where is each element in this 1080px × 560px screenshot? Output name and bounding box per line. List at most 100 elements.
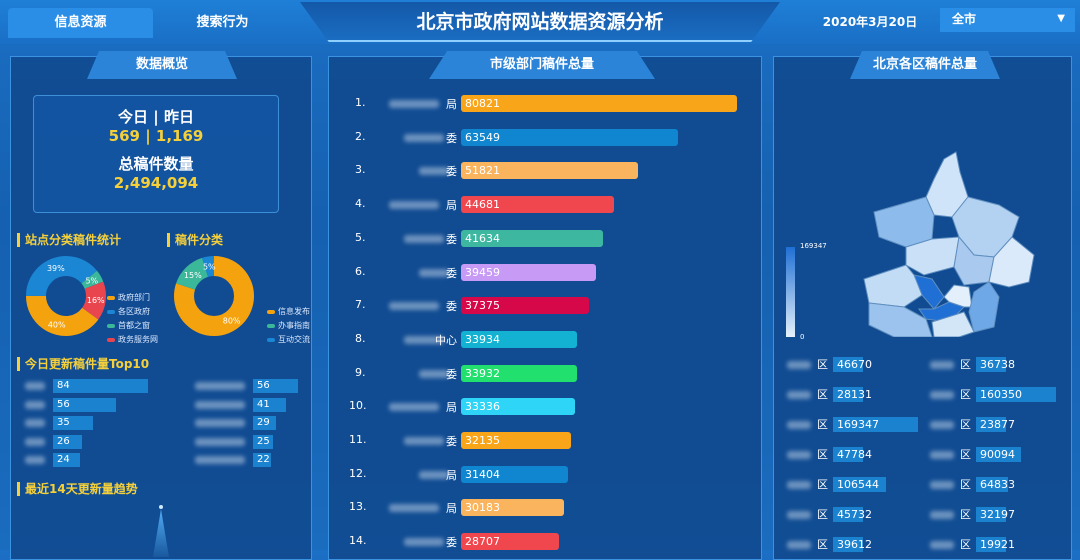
top10-name-blurred bbox=[25, 437, 45, 446]
district-suffix: 区 bbox=[960, 418, 971, 431]
legend-swatch bbox=[267, 337, 275, 342]
top10-bar: 56 bbox=[53, 397, 117, 412]
district-bar: 28131 bbox=[833, 387, 872, 402]
doc-category-legend: 信息发布 办事指南 互动交流 bbox=[267, 305, 310, 347]
legend-label: 政务服务网 bbox=[118, 335, 158, 344]
department-bar: 30183 bbox=[461, 499, 565, 517]
department-name-blurred bbox=[419, 369, 449, 378]
rank-number: 8. bbox=[355, 331, 366, 345]
district-suffix: 区 bbox=[817, 418, 828, 431]
doc-category-donut: 80% 15%5% bbox=[174, 256, 254, 336]
department-bar: 33336 bbox=[461, 398, 575, 416]
slice-label: 80% bbox=[223, 316, 241, 325]
slice-label: 5% bbox=[203, 262, 216, 271]
district-bar: 64833 bbox=[976, 477, 1015, 492]
district-name-blurred bbox=[787, 421, 811, 429]
district-bar: 106544 bbox=[833, 477, 887, 492]
district-name-blurred bbox=[930, 391, 954, 399]
legend-item: 互动交流 bbox=[267, 333, 310, 347]
tab-search-behavior[interactable]: 搜索行为 bbox=[196, 15, 249, 30]
department-name-suffix: 委 bbox=[446, 131, 457, 145]
map-district bbox=[968, 281, 1000, 333]
department-name-suffix: 中心 bbox=[435, 333, 457, 347]
department-name-suffix: 委 bbox=[446, 300, 457, 314]
district-bar: 39612 bbox=[833, 537, 872, 552]
district-suffix: 区 bbox=[817, 358, 828, 371]
today-yesterday-label: 今日 | 昨日 bbox=[118, 108, 194, 126]
department-name-blurred bbox=[389, 302, 439, 311]
department-name-blurred bbox=[389, 504, 439, 513]
slice-label: 40% bbox=[48, 321, 66, 330]
trend-point bbox=[159, 505, 163, 509]
color-scale-max: 169347 bbox=[800, 242, 827, 250]
district-suffix: 区 bbox=[817, 478, 828, 491]
legend-label: 首都之窗 bbox=[118, 321, 150, 330]
tab-info-resources[interactable]: 信息资源 bbox=[8, 8, 153, 38]
chevron-down-icon: ▼ bbox=[1057, 13, 1065, 24]
legend-label: 政府部门 bbox=[118, 293, 150, 302]
region-select[interactable]: 全市 ▼ bbox=[940, 8, 1075, 32]
map-district bbox=[931, 311, 975, 337]
district-suffix: 区 bbox=[960, 508, 971, 521]
department-name-suffix: 委 bbox=[446, 266, 457, 280]
legend-item: 信息发布 bbox=[267, 305, 310, 319]
departments-bar-chart: 1. 局 80821 2. 委 63549 3. 委 51821 4. 局 44681 5. 委 41634… bbox=[329, 57, 763, 557]
legend-item: 首都之窗 bbox=[107, 319, 158, 333]
department-name-blurred bbox=[419, 470, 449, 479]
department-bar: 28707 bbox=[461, 533, 560, 551]
legend-label: 各区政府 bbox=[118, 307, 150, 316]
district-name-blurred bbox=[787, 541, 811, 549]
department-name-blurred bbox=[404, 335, 444, 344]
top10-list: 84 56 35 26 24 56 41 29 25 22 bbox=[11, 379, 313, 479]
department-name-suffix: 局 bbox=[446, 401, 457, 415]
rank-number: 9. bbox=[355, 365, 366, 379]
donut-slice bbox=[174, 256, 254, 336]
district-suffix: 区 bbox=[960, 478, 971, 491]
departments-title: 市级部门稿件总量 bbox=[429, 51, 655, 79]
legend-swatch bbox=[267, 309, 275, 314]
district-bar: 47784 bbox=[833, 447, 872, 462]
department-name-suffix: 局 bbox=[446, 199, 457, 213]
district-name-blurred bbox=[787, 511, 811, 519]
department-bar: 32135 bbox=[461, 432, 571, 449]
trend-title: 最近14天更新量趋势 bbox=[17, 482, 138, 496]
top10-name-blurred bbox=[195, 382, 245, 390]
top10-name-blurred bbox=[195, 437, 245, 446]
top10-name-blurred bbox=[195, 400, 245, 409]
rank-number: 14. bbox=[349, 534, 367, 548]
district-bar: 32197 bbox=[976, 507, 1015, 522]
top10-bar: 41 bbox=[253, 397, 286, 412]
districts-panel: 北京各区稿件总量 169347 0 区 46670 区 28131 区 169347 区 47… bbox=[773, 51, 1072, 560]
department-name-blurred bbox=[389, 100, 439, 108]
district-suffix: 区 bbox=[960, 538, 971, 551]
district-bar: 169347 bbox=[833, 417, 918, 432]
top10-bar: 22 bbox=[253, 453, 271, 467]
district-name-blurred bbox=[930, 541, 954, 549]
department-name-suffix: 委 bbox=[446, 435, 457, 448]
district-name-blurred bbox=[930, 481, 954, 489]
legend-item: 各区政府 bbox=[107, 305, 158, 319]
map-color-scale[interactable] bbox=[786, 247, 795, 337]
department-name-blurred bbox=[389, 403, 439, 412]
today-yesterday-value: 569 | 1,169 bbox=[108, 127, 204, 145]
department-bar: 80821 bbox=[461, 95, 737, 112]
color-scale-min: 0 bbox=[800, 333, 805, 341]
district-bar: 23877 bbox=[976, 417, 1015, 432]
top10-bar: 35 bbox=[53, 416, 93, 430]
district-suffix: 区 bbox=[960, 448, 971, 461]
top10-bar: 84 bbox=[53, 379, 148, 393]
district-suffix: 区 bbox=[960, 388, 971, 401]
rank-number: 5. bbox=[355, 230, 366, 244]
department-name-suffix: 局 bbox=[446, 98, 457, 111]
rank-number: 6. bbox=[355, 264, 366, 278]
department-name-blurred bbox=[404, 234, 444, 243]
top10-name-blurred bbox=[25, 400, 45, 409]
department-bar: 41634 bbox=[461, 229, 604, 247]
rank-number: 7. bbox=[355, 298, 366, 312]
date-label: 2020年3月20日 bbox=[822, 15, 918, 29]
slice-label: 39% bbox=[47, 264, 65, 273]
rank-number: 12. bbox=[349, 466, 367, 480]
beijing-district-map bbox=[863, 151, 1035, 337]
donut-slice bbox=[26, 256, 106, 336]
legend-item: 政府部门 bbox=[107, 291, 158, 305]
